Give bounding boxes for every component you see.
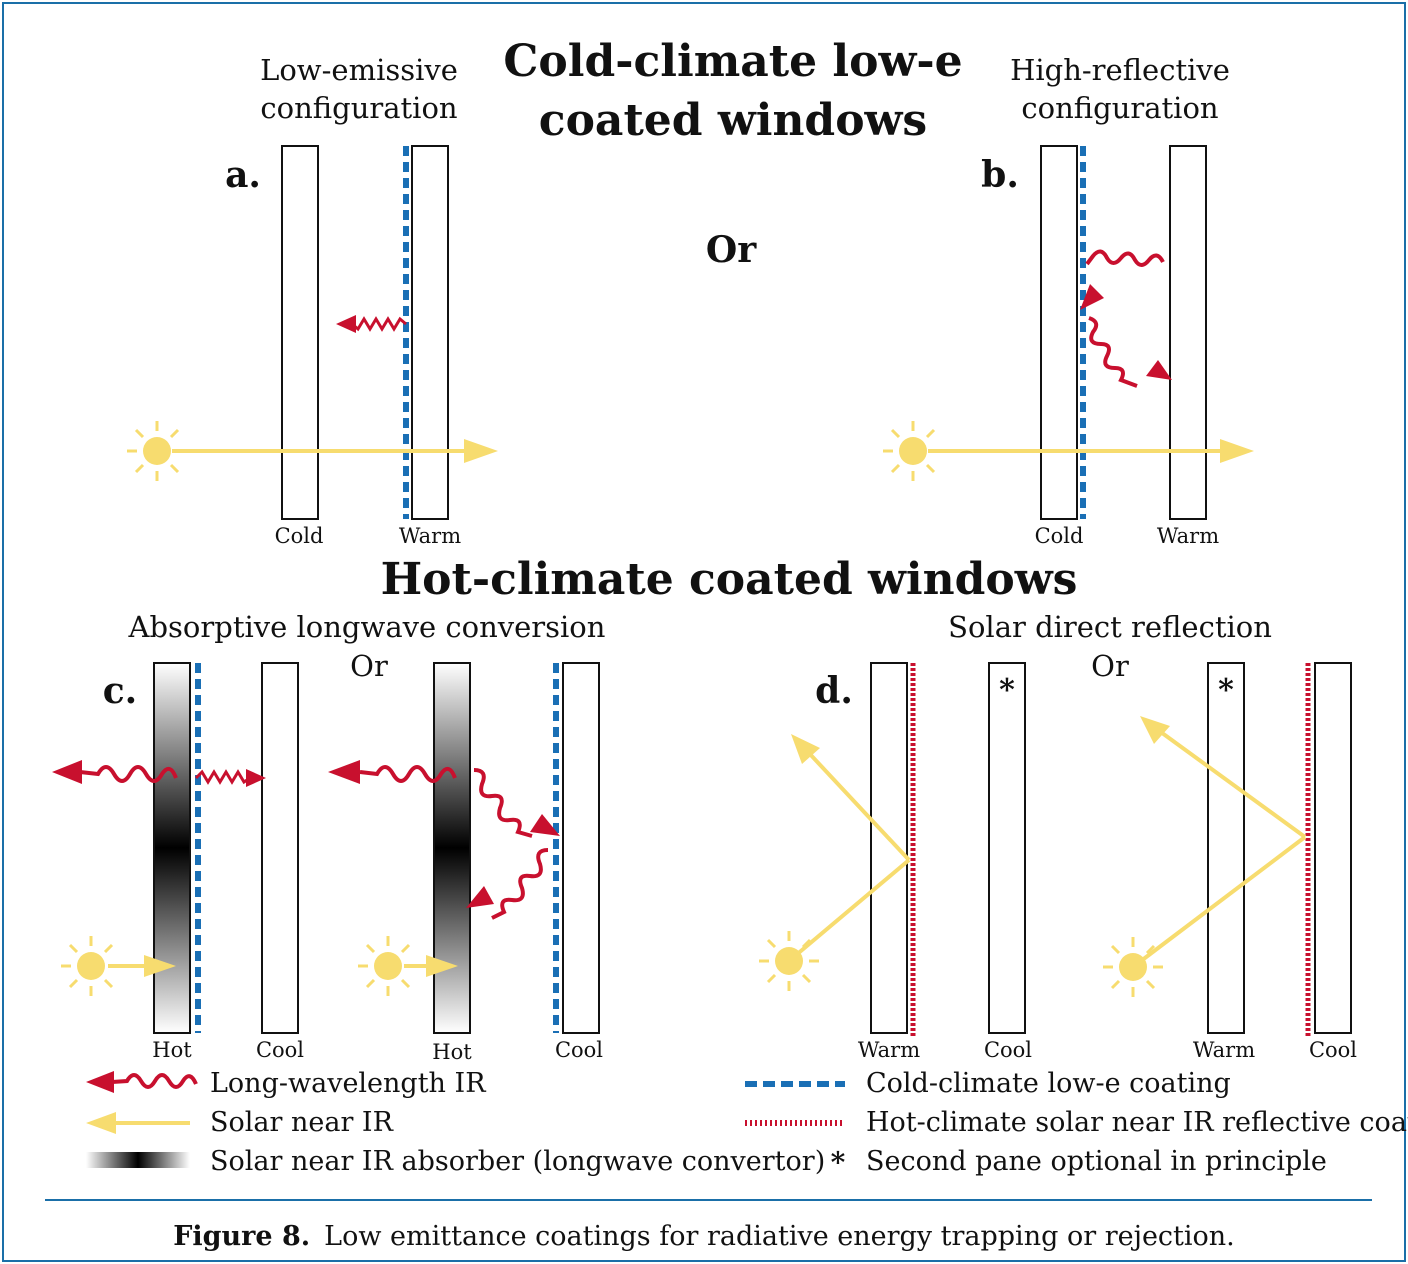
panel-d: Solar direct reflection Or d. * *	[759, 610, 1357, 1062]
legend-asterisk-label: Second pane optional in principle	[866, 1146, 1327, 1177]
hot-title: Hot-climate coated windows	[381, 554, 1078, 605]
panel-b-solar-arrowhead	[1220, 439, 1254, 463]
cold-title-line1: Cold-climate low-e	[503, 36, 962, 87]
panel-a-solar-arrowhead	[464, 439, 498, 463]
panel-b-warm-pane	[1169, 145, 1207, 520]
sun-icon	[1103, 937, 1163, 997]
panel-c-ir-arrow-diag-down	[473, 768, 533, 838]
panel-a-cold-label: Cold	[275, 524, 324, 548]
panel-a-warm-pane	[411, 145, 449, 520]
panel-a-letter: a.	[225, 154, 261, 196]
panel-d-solar-out-2	[1156, 728, 1307, 839]
legend-long-ir-icon	[111, 1073, 198, 1089]
panel-c-cool-pane-1	[261, 662, 299, 1034]
panel-c-ir-arrow-right-1	[194, 769, 251, 785]
panel-d-warm-pane-1	[870, 662, 908, 1034]
panel-c-or: Or	[350, 649, 388, 683]
panel-c-solar-arrowhead-1	[144, 955, 176, 977]
panel-c-hot-label-2: Hot	[432, 1040, 472, 1064]
figure-caption: Figure 8. Low emittance coatings for radi…	[173, 1221, 1235, 1252]
panel-b-warm-label: Warm	[1157, 524, 1219, 548]
panel-d-warm-label-2: Warm	[1193, 1038, 1255, 1062]
sun-icon	[61, 936, 121, 996]
legend-long-ir-arrowhead	[86, 1071, 114, 1093]
panel-a-caption-line2: configuration	[260, 91, 457, 125]
panel-c-ir-arrowhead-diag-down	[530, 814, 560, 836]
panel-c-cool-pane-2	[562, 662, 600, 1034]
panel-b-caption-line2: configuration	[1021, 91, 1218, 125]
panel-c-ir-arrow-left-1	[79, 765, 178, 783]
sun-icon	[759, 931, 819, 991]
panel-c-ir-arrowhead-left-2	[328, 760, 360, 784]
panel-b-ir-arrow-out	[1088, 316, 1138, 388]
panel-c-letter: c.	[103, 670, 137, 712]
panel-a-caption-line1: Low-emissive	[260, 53, 458, 87]
sun-icon	[127, 421, 187, 481]
cold-title-line2: coated windows	[539, 95, 927, 146]
panel-d-solar-in-2	[1131, 835, 1307, 969]
sun-icon	[358, 936, 418, 996]
panel-a-ir-arrowhead	[336, 315, 356, 333]
panel-d-solar-arrowhead-1	[791, 734, 820, 764]
panel-d-warm-pane-2	[1207, 662, 1245, 1034]
panel-b-cold-pane	[1040, 145, 1078, 520]
legend-asterisk-icon: *	[831, 1146, 846, 1179]
panel-d-optional-marker-2: *	[1218, 673, 1234, 708]
panel-b-ir-arrowhead-in	[1080, 284, 1104, 310]
panel-c-absorber-pane-1	[153, 662, 191, 1034]
cold-or-label: Or	[706, 229, 757, 271]
panel-b-ir-arrow-in	[1085, 249, 1165, 267]
panel-d-or: Or	[1091, 649, 1129, 683]
legend-absorber-label: Solar near IR absorber (longwave convert…	[210, 1146, 825, 1177]
figure-caption-text: Low emittance coatings for radiative ene…	[324, 1221, 1235, 1252]
panel-c-ir-arrowhead-diag-up	[466, 886, 494, 908]
panel-a-warm-label: Warm	[399, 524, 461, 548]
panel-d-optional-marker-1: *	[999, 673, 1015, 708]
panel-b-cold-label: Cold	[1035, 524, 1084, 548]
legend-solar-arrowhead	[86, 1112, 116, 1134]
panel-c-cool-label-1: Cool	[256, 1038, 304, 1062]
panel-c-ir-arrow-left-2	[359, 765, 457, 783]
legend-solar-label: Solar near IR	[210, 1107, 394, 1138]
panel-d-letter: d.	[815, 670, 853, 712]
legend-hot-coating-label: Hot-climate solar near IR reflective coa…	[866, 1107, 1408, 1138]
panel-c-solar-arrowhead-2	[426, 955, 458, 977]
panel-b: High-reflective configuration b. Cold Wa…	[883, 53, 1254, 548]
panel-c-ir-arrowhead-right-1	[246, 769, 266, 787]
panel-a-ir-arrow	[350, 316, 407, 332]
legend-lowe-label: Cold-climate low-e coating	[866, 1068, 1231, 1099]
panel-c-caption: Absorptive longwave conversion	[128, 610, 606, 644]
panel-a: Low-emissive configuration a. Cold Warm	[127, 53, 498, 548]
panel-d-cool-pane-1	[988, 662, 1026, 1034]
panel-c: Absorptive longwave conversion Or c.	[52, 610, 605, 1064]
panel-d-warm-label-1: Warm	[858, 1038, 920, 1062]
panel-c-ir-arrow-diag-up	[491, 848, 549, 920]
legend-absorber-icon	[86, 1152, 190, 1168]
panel-d-cool-label-1: Cool	[984, 1038, 1032, 1062]
panel-b-caption-line1: High-reflective	[1010, 53, 1230, 87]
panel-c-ir-arrowhead-left-1	[52, 760, 82, 784]
legend: Long-wavelength IR Solar near IR Solar n…	[86, 1068, 1408, 1179]
panel-c-absorber-pane-2	[433, 662, 471, 1034]
panel-a-cold-pane	[281, 145, 319, 520]
panel-d-caption: Solar direct reflection	[948, 610, 1272, 644]
sun-icon	[883, 421, 943, 481]
panel-c-cool-label-2: Cool	[555, 1038, 603, 1062]
legend-long-ir-label: Long-wavelength IR	[210, 1068, 486, 1099]
panel-d-cool-pane-2	[1314, 662, 1352, 1034]
panel-b-letter: b.	[981, 154, 1019, 196]
figure-caption-label: Figure 8.	[173, 1221, 310, 1252]
panel-c-hot-label-1: Hot	[152, 1038, 192, 1062]
panel-d-cool-label-2: Cool	[1309, 1038, 1357, 1062]
panel-b-ir-arrowhead-out	[1146, 360, 1172, 380]
panel-d-solar-out-1	[806, 750, 911, 862]
panel-d-solar-in-1	[787, 858, 911, 963]
panel-d-solar-arrowhead-2	[1140, 716, 1170, 744]
